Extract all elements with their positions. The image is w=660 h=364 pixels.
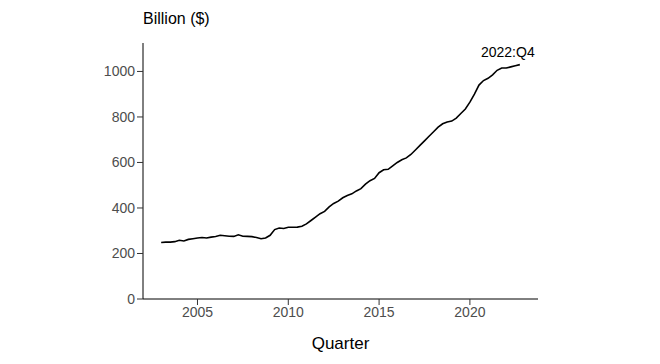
svg-text:800: 800 bbox=[112, 109, 136, 125]
svg-text:600: 600 bbox=[112, 154, 136, 170]
svg-text:400: 400 bbox=[112, 200, 136, 216]
svg-text:2022:Q4: 2022:Q4 bbox=[481, 44, 535, 60]
svg-text:1000: 1000 bbox=[104, 63, 135, 79]
svg-text:2005: 2005 bbox=[182, 304, 213, 320]
svg-text:2015: 2015 bbox=[364, 304, 395, 320]
svg-text:Quarter: Quarter bbox=[312, 334, 370, 353]
svg-text:2010: 2010 bbox=[273, 304, 304, 320]
svg-text:0: 0 bbox=[127, 291, 135, 307]
html-text:Billion ($): Billion ($) bbox=[143, 10, 210, 27]
svg-text:2020: 2020 bbox=[454, 304, 485, 320]
svg-text:200: 200 bbox=[112, 245, 136, 261]
